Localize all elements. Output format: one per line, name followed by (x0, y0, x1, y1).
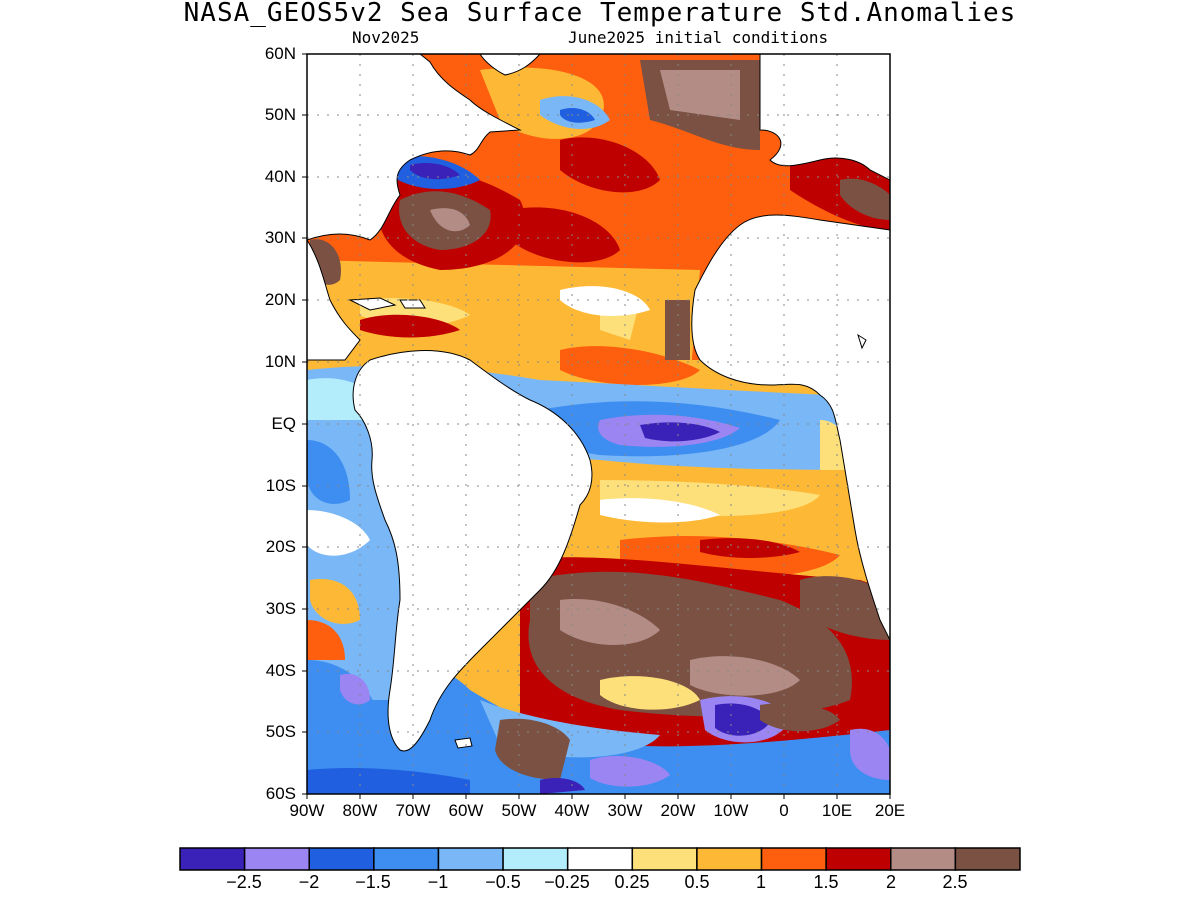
colorbar-label: −1 (427, 872, 449, 892)
forecast-month: Nov2025 (352, 28, 420, 47)
lat-label: EQ (271, 414, 296, 433)
lat-label: 30S (265, 599, 296, 618)
colorbar-swatch (243, 847, 310, 871)
lon-label: 10W (713, 801, 749, 820)
colorbar-label: −0.5 (485, 872, 521, 892)
lat-label: 30N (264, 228, 296, 247)
lon-label: 80W (342, 801, 378, 820)
colorbar-swatch (890, 847, 957, 871)
south-america-land (352, 350, 593, 752)
lat-label: 60N (264, 44, 296, 63)
lon-label: 40W (554, 801, 590, 820)
colorbar-swatch (179, 847, 246, 871)
colorbar-swatch (825, 847, 892, 871)
lon-label: 20W (660, 801, 696, 820)
lon-label: 20E (874, 801, 906, 820)
colorbar-label: −2.5 (226, 872, 262, 892)
lon-label: 70W (395, 801, 431, 820)
lat-label: 10S (265, 476, 296, 495)
colorbar-label: −2 (298, 872, 320, 892)
caribbean-islands (348, 297, 426, 311)
initial-conditions: June2025 initial conditions (568, 28, 829, 47)
madagascar-edge (857, 333, 867, 350)
colorbar-label: 1 (755, 872, 766, 892)
colorbar-swatch (631, 847, 698, 871)
lon-label: 60W (448, 801, 484, 820)
colorbar-label: 1.5 (813, 872, 839, 892)
colorbar-swatch (760, 847, 827, 871)
lat-label: 20N (264, 290, 296, 309)
anomaly-field (307, 54, 890, 794)
colorbar-swatch (373, 847, 440, 871)
lat-label: 40S (265, 661, 296, 680)
lon-label: 10E (821, 801, 853, 820)
map-title: NASA_GEOS5v2 Sea Surface Temperature Std… (183, 0, 1017, 28)
falkland-islands (454, 737, 473, 749)
lon-label: 90W (289, 801, 325, 820)
colorbar-swatch (308, 847, 375, 871)
lat-lon-grid (307, 54, 890, 794)
colorbar-label: 0.5 (684, 872, 710, 892)
lat-label: 60S (265, 784, 296, 803)
colorbar-swatch (954, 847, 1021, 871)
lat-label: 10N (264, 352, 296, 371)
colorbar-label: −1.5 (355, 872, 391, 892)
lat-label: 50N (264, 105, 296, 124)
africa-land (691, 214, 890, 641)
colorbar-swatch (566, 847, 634, 871)
colorbar-swatch (502, 847, 569, 871)
colorbar-label: 2 (885, 872, 896, 892)
colorbar-label: 2.5 (942, 872, 968, 892)
north-america-land (307, 54, 522, 241)
colorbar-label: 0.25 (614, 872, 650, 892)
colorbar-label: −0.25 (544, 872, 590, 892)
lat-label: 50S (265, 722, 296, 741)
colorbar-swatch (696, 847, 763, 871)
axis-ticks (302, 53, 891, 799)
lat-label: 40N (264, 167, 296, 186)
central-america-land (307, 239, 361, 361)
colorbar (179, 847, 1021, 871)
lat-label: 20S (265, 537, 296, 556)
lon-label: 50W (501, 801, 537, 820)
lon-label: 30W (607, 801, 643, 820)
lon-label: 0 (779, 801, 789, 820)
europe-land (759, 54, 890, 181)
colorbar-swatch (437, 847, 504, 871)
greenland-iceland-land (479, 54, 541, 76)
